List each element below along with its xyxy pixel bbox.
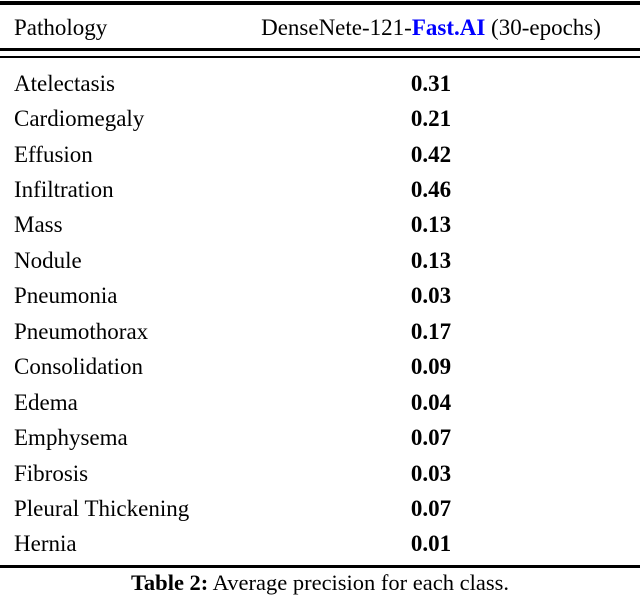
- table-row: Mass 0.13: [0, 208, 640, 243]
- caption-label: Table 2:: [130, 570, 209, 595]
- pathology-label: Pleural Thickening: [14, 495, 190, 521]
- table-row: Atelectasis 0.31: [0, 66, 640, 101]
- pathology-label: Effusion: [14, 141, 93, 167]
- precision-value: 0.07: [410, 495, 452, 521]
- table-row: Edema 0.04: [0, 385, 640, 420]
- precision-value: 0.04: [410, 389, 452, 415]
- precision-value: 0.03: [410, 283, 452, 309]
- table-row: Pneumonia 0.03: [0, 279, 640, 314]
- table-header-row: Pathology DenseNete-121-Fast.AI (30-epoc…: [0, 7, 640, 48]
- precision-value: 0.13: [410, 212, 452, 238]
- header-model-highlight: Fast.AI: [411, 14, 486, 40]
- table-row: Infiltration 0.46: [0, 172, 640, 207]
- top-rule: [0, 1, 640, 5]
- table-row: Pleural Thickening 0.07: [0, 491, 640, 526]
- header-model-suffix: (30-epochs): [485, 14, 601, 40]
- table-caption: Table 2: Average precision for each clas…: [0, 568, 640, 598]
- table-row: Nodule 0.13: [0, 243, 640, 278]
- pathology-label: Pneumonia: [14, 283, 118, 309]
- bottom-rule: [0, 565, 640, 568]
- precision-value: 0.13: [410, 247, 452, 273]
- precision-value: 0.21: [410, 106, 452, 132]
- pathology-label: Pneumothorax: [14, 318, 149, 344]
- precision-value: 0.17: [410, 318, 452, 344]
- pathology-label: Hernia: [14, 531, 77, 557]
- table-row: Effusion 0.42: [0, 137, 640, 172]
- table-row: Hernia 0.01: [0, 527, 640, 562]
- pathology-label: Fibrosis: [14, 460, 89, 486]
- header-double-rule-top: [0, 48, 640, 51]
- header-model-prefix: DenseNete-121-: [261, 14, 412, 40]
- header-pathology: Pathology: [14, 14, 108, 40]
- table-row: Consolidation 0.09: [0, 350, 640, 385]
- precision-value: 0.46: [410, 177, 452, 203]
- precision-value: 0.03: [410, 460, 452, 486]
- precision-value: 0.42: [410, 141, 452, 167]
- header-model: DenseNete-121-Fast.AI (30-epochs): [240, 15, 622, 41]
- header-double-rule-bottom: [0, 55, 640, 58]
- pathology-label: Emphysema: [14, 425, 128, 451]
- pathology-label: Mass: [14, 212, 63, 238]
- precision-value: 0.01: [410, 531, 452, 557]
- pathology-label: Consolidation: [14, 354, 144, 380]
- pathology-label: Edema: [14, 389, 78, 415]
- pathology-label: Cardiomegaly: [14, 106, 145, 132]
- table-row: Pneumothorax 0.17: [0, 314, 640, 349]
- table-row: Emphysema 0.07: [0, 420, 640, 455]
- pathology-label: Atelectasis: [14, 70, 115, 96]
- pathology-label: Nodule: [14, 247, 82, 273]
- table-body: Atelectasis 0.31 Cardiomegaly 0.21 Effus…: [0, 66, 640, 562]
- pathology-label: Infiltration: [14, 177, 114, 203]
- caption-text: Average precision for each class.: [208, 570, 509, 595]
- precision-value: 0.07: [410, 425, 452, 451]
- table-row: Fibrosis 0.03: [0, 456, 640, 491]
- table-row: Cardiomegaly 0.21: [0, 101, 640, 136]
- precision-value: 0.31: [410, 70, 452, 96]
- precision-value: 0.09: [410, 354, 452, 380]
